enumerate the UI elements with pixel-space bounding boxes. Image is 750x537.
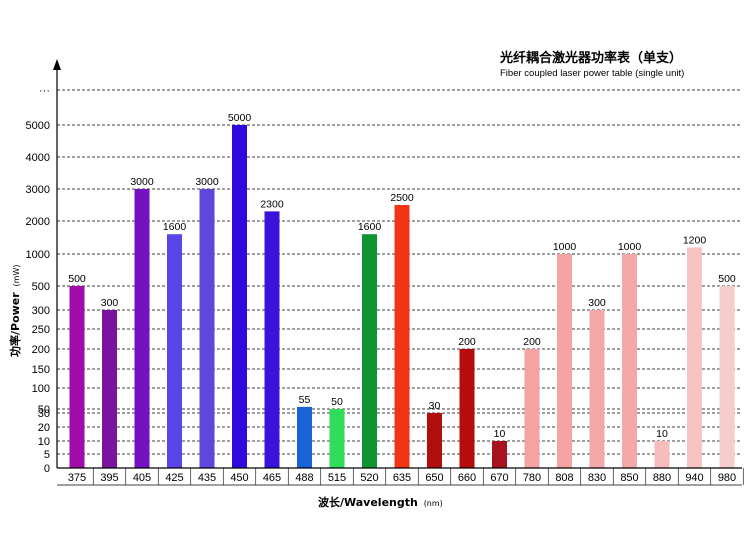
y-tick-label: 3000 <box>26 184 50 196</box>
bar-value-label: 1200 <box>683 234 707 246</box>
x-tick-label: 375 <box>68 472 86 484</box>
bar <box>69 286 85 468</box>
bar-value-label: 2500 <box>390 192 414 204</box>
bar-value-label: 10 <box>656 428 668 440</box>
bar-value-label: 500 <box>68 273 86 285</box>
x-tick-label: 670 <box>490 472 508 484</box>
x-axis-label-text: 波长/Wavelength <box>318 495 418 509</box>
y-tick-label: 150 <box>32 364 50 376</box>
bar-value-label: 2300 <box>260 198 284 210</box>
x-tick-label: 395 <box>100 472 118 484</box>
bar <box>459 349 475 468</box>
bar <box>394 205 410 468</box>
bar-value-label: 300 <box>101 297 119 309</box>
bar-value-label: 1600 <box>163 221 187 233</box>
bar <box>622 254 637 468</box>
bar-value-label: 300 <box>588 297 606 309</box>
x-axis-label-unit: (nm) <box>424 499 443 508</box>
bar-value-label: 55 <box>299 394 311 406</box>
chart-title: 光纤耦合激光器功率表（单支） <box>499 50 682 66</box>
y-tick-label: 1000 <box>26 249 50 261</box>
x-tick-label: 780 <box>523 472 541 484</box>
bar <box>654 441 670 468</box>
bar <box>427 413 442 468</box>
x-tick-label: 435 <box>198 472 216 484</box>
x-tick-label: 940 <box>685 472 703 484</box>
x-tick-label: 808 <box>555 472 573 484</box>
bar <box>297 406 312 468</box>
bar-value-label: 1000 <box>618 241 642 253</box>
y-axis-label-unit: (mW) <box>12 265 21 287</box>
x-tick-label: 850 <box>620 472 638 484</box>
bar-value-label: 1600 <box>358 221 382 233</box>
x-tick-label: 465 <box>263 472 281 484</box>
x-tick-label: 880 <box>653 472 671 484</box>
x-tick-label: 425 <box>165 472 183 484</box>
bars <box>69 125 735 468</box>
bar <box>134 189 150 468</box>
y-tick-label: 300 <box>32 305 50 317</box>
y-tick-label: 20 <box>38 422 50 434</box>
x-tick-label: 650 <box>425 472 443 484</box>
y-tick-label: 500 <box>32 281 50 293</box>
bar <box>102 310 117 468</box>
x-tick-label: 488 <box>295 472 313 484</box>
bar <box>362 234 377 468</box>
y-axis-label-text: 功率/Power <box>8 292 22 357</box>
x-axis-label: 波长/Wavelength (nm) <box>318 495 443 509</box>
y-axis-arrow <box>53 59 61 70</box>
bar-value-label: 200 <box>458 336 476 348</box>
bar <box>329 409 345 468</box>
y-tick-label: 30 <box>38 408 50 420</box>
x-tick-label: 520 <box>360 472 378 484</box>
y-tick-label: 50 <box>38 404 50 416</box>
bar <box>167 234 182 468</box>
x-tick-label: 830 <box>588 472 606 484</box>
bar-value-label: 200 <box>523 336 541 348</box>
y-tick-label: ··· <box>39 85 50 97</box>
y-tick-label: 4000 <box>26 152 50 164</box>
bar-value-label: 3000 <box>195 176 219 188</box>
y-tick-label: 200 <box>32 344 50 356</box>
bar-value-label: 500 <box>718 273 736 285</box>
bar <box>557 254 572 468</box>
x-tick-label: 660 <box>458 472 476 484</box>
y-tick-label: 5000 <box>26 120 50 132</box>
bar-value-label: 10 <box>494 428 506 440</box>
bar-value-label: 50 <box>331 396 343 408</box>
y-axis-label: 功率/Power (mW) <box>8 265 22 357</box>
x-tick-label: 405 <box>133 472 151 484</box>
bar-labels: 500 300 3000 1600 3000 5000 2300 55 50 1600 2500 30… <box>68 112 736 440</box>
x-tick-label: 450 <box>230 472 248 484</box>
bar-value-label: 5000 <box>228 112 252 124</box>
y-tick-label: 2000 <box>26 216 50 228</box>
x-tick-label: 980 <box>718 472 736 484</box>
y-tick-label: 250 <box>32 324 50 336</box>
x-ticks: 375 395 405 425 435 450 465 488 515 520 635 650 660 6… <box>68 468 744 485</box>
bar-value-label: 1000 <box>553 241 577 253</box>
y-tick-label: 5 <box>44 449 50 461</box>
bar <box>524 349 540 468</box>
bar-value-label: 3000 <box>130 176 154 188</box>
y-tick-label: 0 <box>44 463 50 475</box>
bar <box>264 211 280 468</box>
bar <box>687 247 702 468</box>
bar <box>589 310 605 468</box>
bar <box>199 189 215 468</box>
bar <box>232 125 247 468</box>
bar-value-label: 30 <box>429 400 441 412</box>
y-tick-label: 10 <box>38 436 50 448</box>
chart-subtitle: Fiber coupled laser power table (single … <box>500 68 684 79</box>
y-tick-label: 100 <box>32 383 50 395</box>
bar <box>719 286 735 468</box>
bar <box>492 441 507 468</box>
x-tick-label: 515 <box>328 472 346 484</box>
x-tick-label: 635 <box>393 472 411 484</box>
